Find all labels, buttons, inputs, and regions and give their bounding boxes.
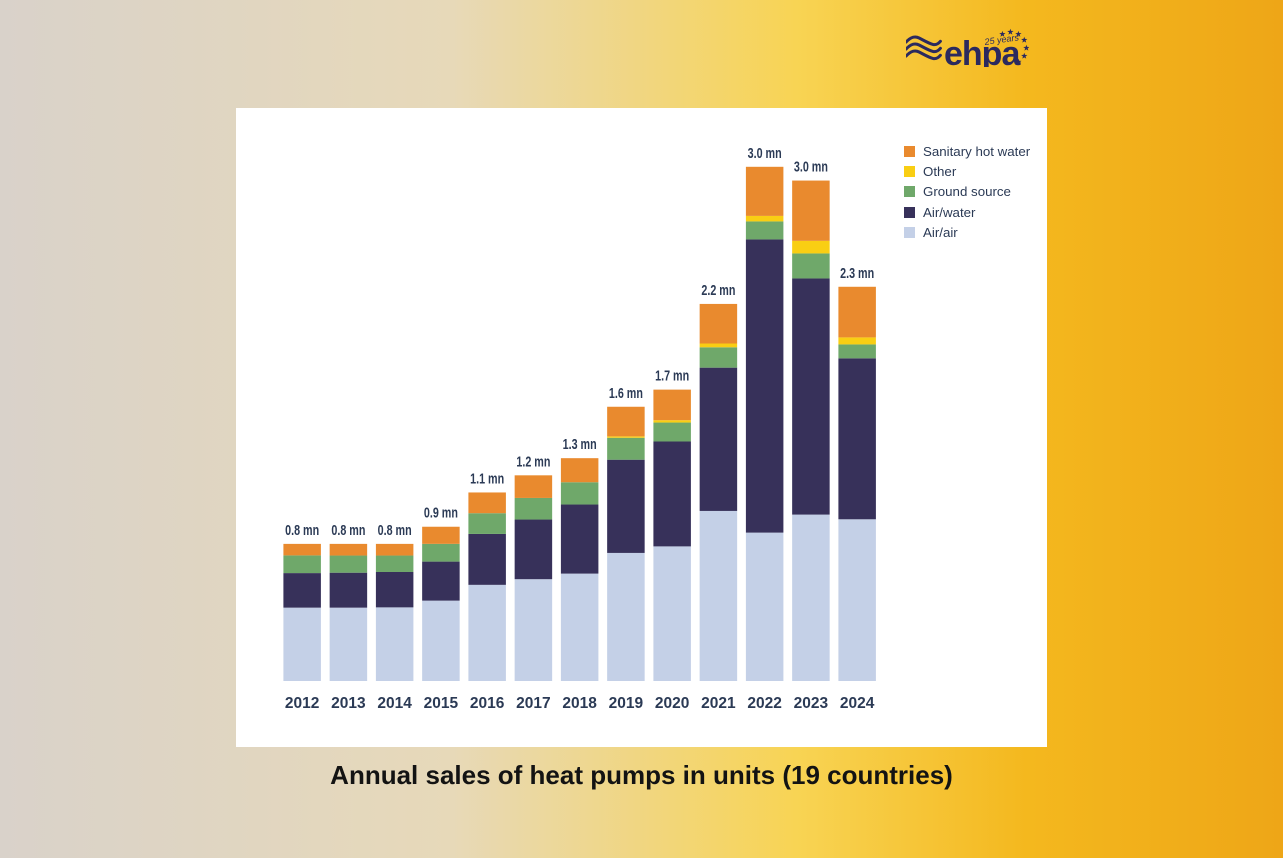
svg-text:2013: 2013 [331,695,366,712]
svg-text:2023: 2023 [794,695,829,712]
svg-text:3.0 mn: 3.0 mn [748,146,782,162]
svg-text:2015: 2015 [424,695,459,712]
svg-text:0.8 mn: 0.8 mn [378,523,412,539]
svg-text:2018: 2018 [562,695,597,712]
svg-text:1.2 mn: 1.2 mn [516,454,550,470]
svg-text:1.3 mn: 1.3 mn [563,437,597,453]
svg-text:2012: 2012 [285,695,319,712]
svg-text:2021: 2021 [701,695,736,712]
svg-text:3.0 mn: 3.0 mn [794,160,828,176]
svg-text:2019: 2019 [609,695,644,712]
svg-text:2022: 2022 [747,695,781,712]
svg-text:2016: 2016 [470,695,505,712]
svg-text:2.3 mn: 2.3 mn [840,266,874,282]
svg-text:2017: 2017 [516,695,550,712]
svg-text:2024: 2024 [840,695,875,712]
svg-text:1.7 mn: 1.7 mn [655,369,689,385]
svg-text:0.8 mn: 0.8 mn [331,523,365,539]
svg-text:1.6 mn: 1.6 mn [609,386,643,402]
svg-text:2.2 mn: 2.2 mn [701,283,735,299]
svg-text:0.8 mn: 0.8 mn [285,523,319,539]
svg-text:1.1 mn: 1.1 mn [470,471,504,487]
svg-text:2020: 2020 [655,695,689,712]
svg-text:2014: 2014 [377,695,412,712]
svg-text:0.9 mn: 0.9 mn [424,506,458,522]
